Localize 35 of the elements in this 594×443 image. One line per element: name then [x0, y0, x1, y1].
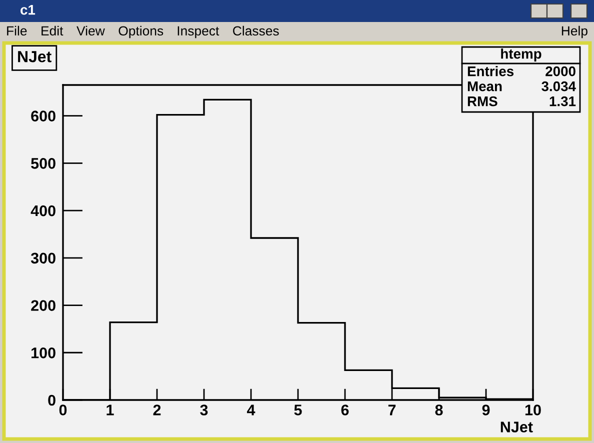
- text: View: [76, 26, 105, 36]
- y-tick-label: 500: [31, 158, 56, 169]
- text: Entries: [468, 66, 514, 76]
- x-tick-label: 3: [200, 404, 208, 416]
- y-tick-label: 0: [48, 394, 56, 406]
- text: htemp: [501, 48, 542, 62]
- x-tick-label: 2: [153, 404, 161, 416]
- y-tick-label: 400: [30, 205, 56, 216]
- x-tick-label: 4: [246, 404, 256, 416]
- text: File: [7, 26, 27, 36]
- text: c1: [20, 5, 36, 15]
- y-tick-label: 300: [30, 252, 56, 264]
- text: 3.034: [542, 81, 576, 92]
- text: Inspect: [178, 26, 220, 38]
- x-tick-label: 1: [106, 404, 114, 416]
- x-tick-label: 0: [59, 404, 67, 416]
- x-tick-label: 8: [435, 404, 443, 416]
- annotation: RMS: [468, 96, 498, 106]
- x-tick-label: 5: [294, 404, 302, 416]
- chart-title: NJet: [18, 51, 52, 62]
- text: Options: [118, 26, 164, 38]
- text: 2000: [546, 66, 576, 76]
- annotation: Mean: [468, 82, 502, 92]
- text: 1.31: [550, 96, 576, 106]
- x-tick-label: 10: [525, 404, 541, 416]
- text: Help: [562, 26, 588, 38]
- y-tick-label: 100: [32, 348, 56, 358]
- x-tick-label: 7: [388, 404, 396, 416]
- text: Classes: [233, 26, 279, 36]
- y-tick-label: 200: [31, 300, 56, 311]
- x-tick-label: 6: [341, 404, 349, 416]
- text: Edit: [42, 26, 64, 36]
- y-tick-label: 600: [31, 110, 56, 122]
- x-axis-title: NJet: [500, 422, 533, 432]
- x-tick-label: 9: [482, 404, 490, 416]
